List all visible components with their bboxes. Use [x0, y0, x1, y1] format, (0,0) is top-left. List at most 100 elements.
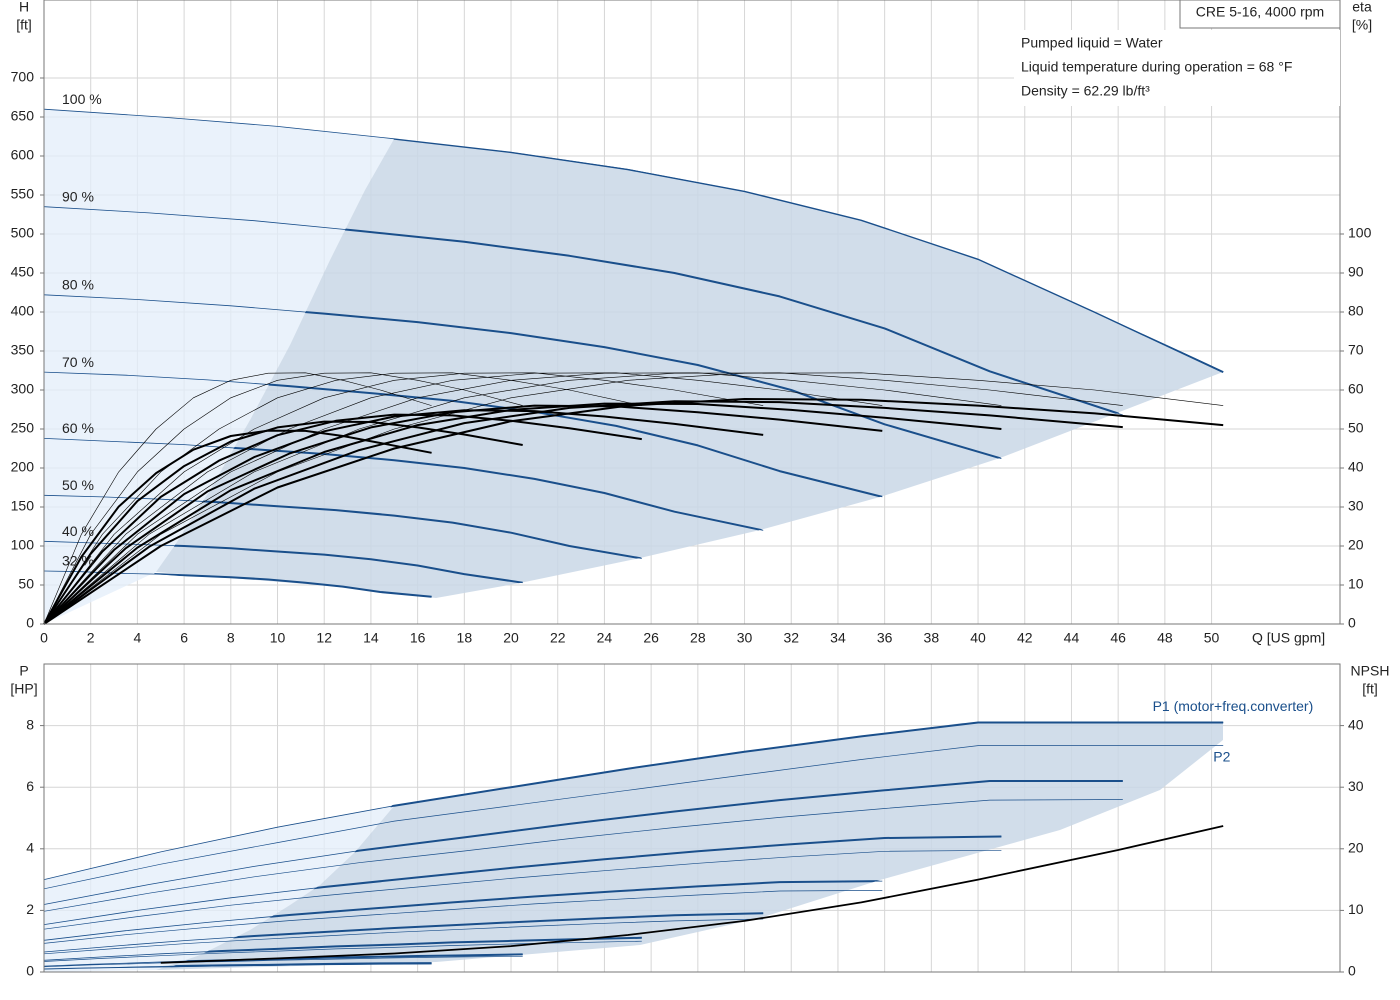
curve: [43, 955, 523, 968]
y2-tick-label: 30: [1348, 498, 1364, 514]
curve: [43, 372, 432, 625]
annotation: Liquid temperature during operation = 68…: [1021, 59, 1292, 75]
curve: [43, 372, 883, 625]
y-tick-label: 150: [11, 498, 35, 514]
y2-axis-unit: [ft]: [1362, 681, 1378, 697]
operating-range: [156, 139, 1223, 598]
y-tick-label: 350: [11, 342, 35, 358]
x-tick-label: 42: [1017, 630, 1033, 646]
y2-tick-label: 50: [1348, 420, 1364, 436]
x-tick-label: 8: [227, 630, 235, 646]
x-tick-label: 26: [643, 630, 659, 646]
y2-tick-label: 90: [1348, 264, 1364, 280]
x-tick-label: 4: [134, 630, 142, 646]
curve: [43, 372, 1123, 625]
y2-tick-label: 70: [1348, 342, 1364, 358]
series-label: 40 %: [62, 523, 94, 539]
x-tick-label: 28: [690, 630, 706, 646]
x-tick-label: 12: [316, 630, 332, 646]
y-tick-label: 100: [11, 537, 35, 553]
y-axis-unit: [HP]: [10, 681, 37, 697]
x-tick-label: 16: [410, 630, 426, 646]
y2-tick-label: 30: [1348, 778, 1364, 794]
y2-tick-label: 10: [1348, 576, 1364, 592]
y2-axis-unit: [%]: [1352, 17, 1372, 33]
x-tick-label: 22: [550, 630, 566, 646]
curve: [43, 799, 1123, 912]
y-tick-label: 0: [26, 963, 34, 979]
y-tick-label: 200: [11, 459, 35, 475]
chart-title: CRE 5-16, 4000 rpm: [1196, 4, 1324, 20]
y-tick-label: 500: [11, 225, 35, 241]
x-tick-label: 40: [970, 630, 986, 646]
series-label: P1 (motor+freq.converter): [1153, 698, 1314, 714]
title-box: [1179, 0, 1341, 29]
operating-segment: [154, 540, 523, 584]
curve: [43, 372, 523, 625]
y-tick-label: 550: [11, 186, 35, 202]
curves: [43, 108, 1224, 970]
y-tick-label: 300: [11, 381, 35, 397]
curve: [43, 420, 523, 625]
x-tick-label: 48: [1157, 630, 1173, 646]
operating-segment: [154, 936, 642, 962]
y2-axis-label: NPSH: [1351, 663, 1390, 679]
series-label: P2: [1213, 748, 1230, 764]
x-axis-label: Q [US gpm]: [1252, 630, 1325, 646]
annotation: Density = 62.29 lb/ft³: [1021, 83, 1150, 99]
y-axis-label: H: [19, 0, 29, 15]
curve: [43, 409, 764, 625]
y-tick-label: 50: [18, 576, 34, 592]
plot-frame: [43, 663, 1341, 973]
info-box: [1014, 30, 1340, 106]
x-tick-label: 46: [1110, 630, 1126, 646]
y-tick-label: 450: [11, 264, 35, 280]
y2-tick-label: 0: [1348, 615, 1356, 631]
y-tick-label: 700: [11, 69, 35, 85]
y2-tick-label: 100: [1348, 225, 1372, 241]
operating-segment: [154, 494, 642, 560]
x-tick-label: 18: [457, 630, 473, 646]
operating-segment: [154, 570, 432, 598]
operating-segment: [154, 962, 432, 970]
x-tick-label: 6: [180, 630, 188, 646]
curve: [43, 745, 1224, 890]
series-label: 60 %: [62, 420, 94, 436]
annotation: Pumped liquid = Water: [1021, 35, 1163, 51]
y2-tick-label: 80: [1348, 303, 1364, 319]
x-tick-label: 2: [87, 630, 95, 646]
y-axis-label: P: [19, 663, 28, 679]
curve: [43, 398, 1224, 625]
y2-tick-label: 40: [1348, 716, 1364, 732]
x-tick-label: 0: [40, 630, 48, 646]
y2-tick-label: 20: [1348, 840, 1364, 856]
x-tick-label: 30: [737, 630, 753, 646]
series-label: 90 %: [62, 188, 94, 204]
x-tick-label: 24: [597, 630, 613, 646]
y2-tick-label: 60: [1348, 381, 1364, 397]
curve: [43, 372, 642, 625]
x-tick-label: 50: [1204, 630, 1220, 646]
curve: [43, 372, 1224, 625]
y-tick-label: 6: [26, 778, 34, 794]
series-label: 80 %: [62, 277, 94, 293]
x-tick-label: 14: [363, 630, 379, 646]
curve: [43, 963, 432, 970]
y2-tick-label: 10: [1348, 901, 1364, 917]
x-tick-label: 38: [924, 630, 940, 646]
x-tick-label: 32: [783, 630, 799, 646]
x-tick-label: 44: [1064, 630, 1080, 646]
curve: [43, 400, 1123, 625]
curve: [43, 849, 1002, 930]
curve: [43, 372, 764, 625]
y2-tick-label: 0: [1348, 963, 1356, 979]
y-tick-label: 600: [11, 147, 35, 163]
y-tick-label: 8: [26, 716, 34, 732]
x-tick-label: 10: [270, 630, 286, 646]
series-label: 32 %: [62, 553, 94, 569]
y-tick-label: 4: [26, 840, 34, 856]
y2-tick-label: 20: [1348, 537, 1364, 553]
y-tick-label: 250: [11, 420, 35, 436]
x-tick-label: 34: [830, 630, 846, 646]
